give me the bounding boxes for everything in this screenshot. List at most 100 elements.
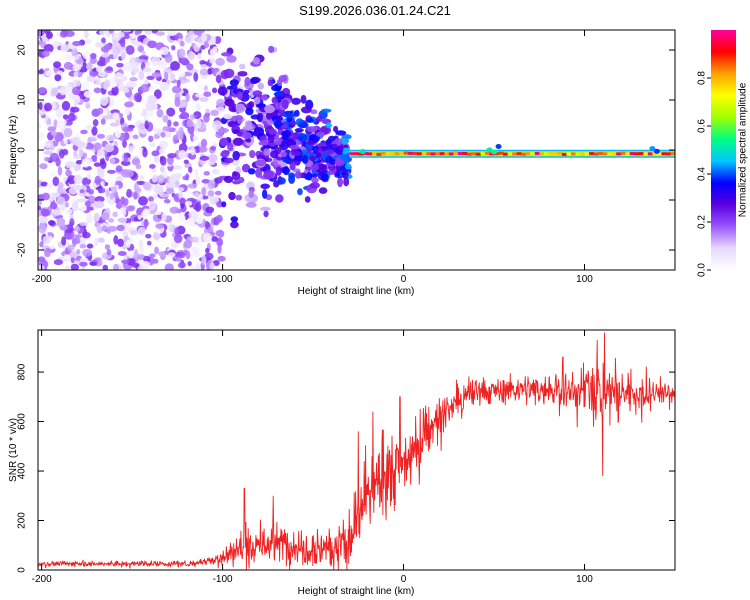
x-tick-label: -100 bbox=[213, 574, 233, 585]
spectrogram-cell bbox=[48, 244, 56, 250]
spectrogram-cell bbox=[335, 130, 347, 136]
spectrogram-cell bbox=[203, 85, 208, 91]
x-tick-label: -100 bbox=[213, 274, 233, 285]
spectrogram-cell bbox=[167, 152, 177, 159]
spectrogram-cell bbox=[290, 120, 297, 126]
chart-title: S199.2026.036.01.24.C21 bbox=[299, 3, 451, 18]
spectrogram-cell bbox=[220, 151, 230, 158]
spectrogram-cell bbox=[112, 211, 118, 218]
spectrogram-cell bbox=[153, 128, 162, 134]
spectrogram-cell bbox=[277, 177, 286, 185]
spectrogram-cell bbox=[264, 104, 276, 114]
spectrogram-cell bbox=[68, 221, 74, 228]
spectrogram-cell bbox=[216, 106, 225, 113]
spectrogram-cell bbox=[38, 199, 42, 206]
spectrogram-cell bbox=[204, 252, 214, 261]
carrier-segment bbox=[453, 151, 459, 155]
carrier-segment bbox=[579, 152, 585, 156]
spectrogram-cell bbox=[40, 181, 48, 187]
spectrogram-cell bbox=[82, 152, 87, 158]
spectrogram-cell bbox=[100, 118, 106, 125]
spectrogram-cell bbox=[132, 134, 139, 140]
spectrogram-cell bbox=[306, 126, 318, 133]
spectrogram-cell bbox=[148, 142, 156, 148]
spectrogram-cell bbox=[117, 250, 127, 256]
spectrogram-cell bbox=[207, 154, 218, 163]
spectrogram-cell bbox=[39, 241, 44, 248]
carrier-segment bbox=[358, 152, 364, 156]
colorbar-gradient bbox=[711, 30, 736, 270]
spectrogram-cell bbox=[38, 102, 43, 110]
spectrogram-cell bbox=[64, 83, 74, 93]
spectrogram-cell bbox=[61, 236, 67, 246]
spectrogram-cell bbox=[126, 222, 132, 228]
spectrogram-cell bbox=[79, 222, 88, 227]
spectrogram-cell bbox=[71, 48, 79, 57]
spectrogram-cell bbox=[155, 31, 165, 36]
spectrogram-cell bbox=[180, 203, 185, 209]
spectrogram-cell bbox=[73, 71, 79, 78]
carrier-sideband bbox=[486, 147, 493, 153]
spectrogram-cell bbox=[203, 171, 210, 176]
spectrogram-cell bbox=[93, 87, 102, 94]
spectrogram-cell bbox=[57, 166, 63, 176]
spectrogram-cell bbox=[260, 206, 271, 211]
spectrogram-cell bbox=[40, 208, 48, 217]
spectrogram-cell bbox=[116, 62, 124, 68]
spectrogram-cell bbox=[156, 108, 164, 118]
spectrogram-cell bbox=[216, 200, 224, 208]
carrier-sideband bbox=[495, 144, 502, 150]
spectrogram-cell bbox=[96, 133, 106, 139]
spectrogram-cell bbox=[84, 39, 92, 44]
carrier-segment bbox=[589, 152, 595, 156]
spectrogram-cell bbox=[171, 85, 182, 94]
spectrogram-cell bbox=[151, 56, 161, 66]
y-tick-label: 200 bbox=[17, 512, 28, 529]
spectrogram-cell bbox=[224, 157, 234, 164]
spectrogram-cell bbox=[63, 254, 71, 260]
carrier-segment bbox=[421, 152, 427, 156]
spectrogram-cell bbox=[164, 53, 173, 63]
spectrogram-cell bbox=[153, 193, 158, 200]
spectrogram-cell bbox=[169, 206, 180, 214]
spectrogram-cell bbox=[56, 196, 66, 206]
carrier-segment bbox=[489, 152, 495, 156]
carrier-segment bbox=[403, 151, 409, 155]
spectrogram-cell bbox=[146, 75, 155, 81]
spectrogram-cell bbox=[92, 154, 98, 163]
spectrogram-cell bbox=[316, 115, 323, 123]
spectrogram-cell bbox=[138, 59, 148, 64]
spectrogram-cell bbox=[44, 142, 53, 149]
spectrogram-cell bbox=[209, 262, 215, 270]
spectrogram-cell bbox=[275, 166, 282, 176]
carrier-segment bbox=[516, 152, 522, 156]
spectrogram-cell bbox=[53, 259, 63, 266]
spectrogram-cell bbox=[177, 70, 186, 78]
carrier-segment bbox=[629, 152, 635, 156]
spectrogram-cell bbox=[244, 76, 251, 87]
spectrogram-cell bbox=[149, 253, 156, 258]
spectrogram-cell bbox=[86, 173, 92, 180]
spectrogram-cell bbox=[201, 179, 211, 184]
spectrogram-cell bbox=[171, 45, 176, 51]
spectrogram-cell bbox=[96, 107, 104, 115]
spectrogram-cell bbox=[107, 225, 118, 232]
carrier-segment bbox=[349, 152, 355, 156]
carrier-segment bbox=[362, 152, 368, 156]
spectrogram-cell bbox=[215, 168, 221, 176]
spectrogram-cell bbox=[142, 98, 148, 105]
spectrogram-cell bbox=[117, 238, 125, 248]
spectrogram-cell bbox=[156, 175, 165, 184]
carrier-sideband bbox=[359, 149, 366, 155]
spectrogram-cell bbox=[167, 30, 177, 36]
spectrogram-cell bbox=[65, 208, 73, 215]
spectrogram-cell bbox=[301, 154, 309, 164]
spectrogram-cell bbox=[252, 90, 263, 97]
spectrogram-cell bbox=[340, 171, 347, 176]
spectrogram-cell bbox=[111, 85, 119, 96]
spectrogram-cell bbox=[308, 155, 317, 162]
spectrogram-cell bbox=[115, 78, 124, 85]
spectrogram-cell bbox=[90, 53, 97, 59]
spectrogram-cell bbox=[186, 119, 194, 128]
spectrogram-cell bbox=[201, 187, 207, 196]
